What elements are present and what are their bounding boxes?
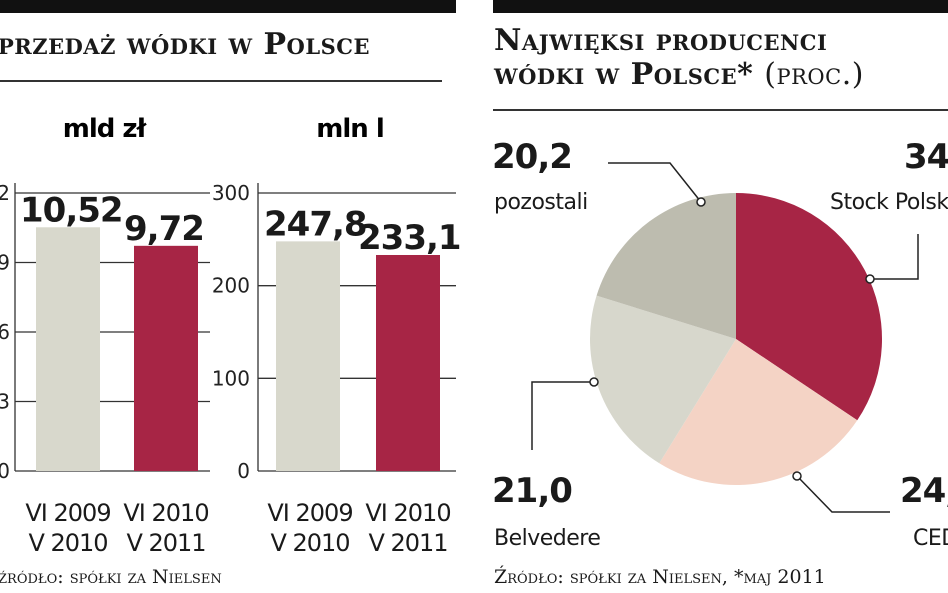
bar (36, 227, 100, 471)
leader-line (870, 234, 919, 280)
tick-label: 3 (0, 390, 10, 414)
slice-name-label: CEDC (913, 526, 948, 551)
right-panel-title-line2: wódki w Polsce* (proc.) (494, 60, 864, 90)
tick-label: 0 (0, 459, 10, 483)
right-panel-title-line1: Najwięksi producenci (494, 23, 828, 58)
pie-slice (590, 295, 736, 464)
slice-name-label: Belvedere (494, 526, 600, 551)
bar (134, 245, 198, 471)
bar-value-label: 233,1 (358, 218, 461, 258)
right-title-suffix: (proc.) (764, 57, 864, 92)
bar-value-label: 10,52 (20, 190, 123, 230)
category-label: VI 2010 (123, 499, 208, 527)
right-source: Źródło: spółki za Nielsen, *maj 2011 (494, 566, 826, 588)
category-label: VI 2009 (25, 499, 110, 527)
tick-label: 12 (0, 181, 10, 205)
tick-label: 200 (212, 274, 250, 298)
unit-label: mln l (316, 114, 383, 144)
leader-dot (589, 377, 599, 387)
pie-slice (736, 193, 882, 421)
right-top-bar (493, 0, 948, 13)
left-top-bar (0, 0, 456, 13)
pie-slice (596, 193, 736, 339)
tick-label: 0 (237, 459, 250, 483)
bar (376, 254, 440, 471)
left-panel-title: przedaż wódki w Polsce (0, 27, 370, 62)
slice-value-label: 34, (904, 137, 948, 177)
left-title-rule (0, 80, 442, 82)
bar-value-label: 9,72 (124, 209, 204, 249)
tick-label: 100 (212, 366, 250, 390)
slice-name-label: pozostali (494, 190, 588, 215)
slice-value-label: 24, (900, 471, 948, 511)
pie-slice (659, 339, 858, 486)
category-label: VI 2010 (365, 499, 450, 527)
leader-dot (865, 274, 875, 284)
tick-label: 9 (0, 251, 10, 275)
left-source: źródło: spółki za Nielsen (0, 566, 222, 588)
bar-value-label: 247,8 (264, 204, 367, 244)
tick-label: 300 (212, 181, 250, 205)
category-label: VI 2009 (267, 499, 352, 527)
category-label: V 2010 (28, 529, 107, 557)
unit-label: mld zł (63, 114, 148, 144)
right-title-main: wódki w Polsce* (494, 57, 754, 92)
leader-line (608, 162, 702, 203)
slice-value-label: 20,2 (492, 137, 572, 177)
leader-dot (696, 197, 706, 207)
leader-line (531, 381, 594, 450)
slice-value-label: 21,0 (492, 471, 572, 511)
leader-dot (792, 471, 802, 481)
category-label: V 2010 (270, 529, 349, 557)
tick-label: 6 (0, 320, 10, 344)
category-label: V 2011 (126, 529, 205, 557)
category-label: V 2011 (368, 529, 447, 557)
right-title-rule (493, 109, 948, 111)
pie-chart: 34, Stock Polska 24, CEDC 21,0 Belvedere 20,2 p… (492, 137, 948, 551)
slice-name-label: Stock Polska (830, 190, 948, 215)
bar (276, 241, 340, 471)
leader-line (796, 475, 890, 513)
